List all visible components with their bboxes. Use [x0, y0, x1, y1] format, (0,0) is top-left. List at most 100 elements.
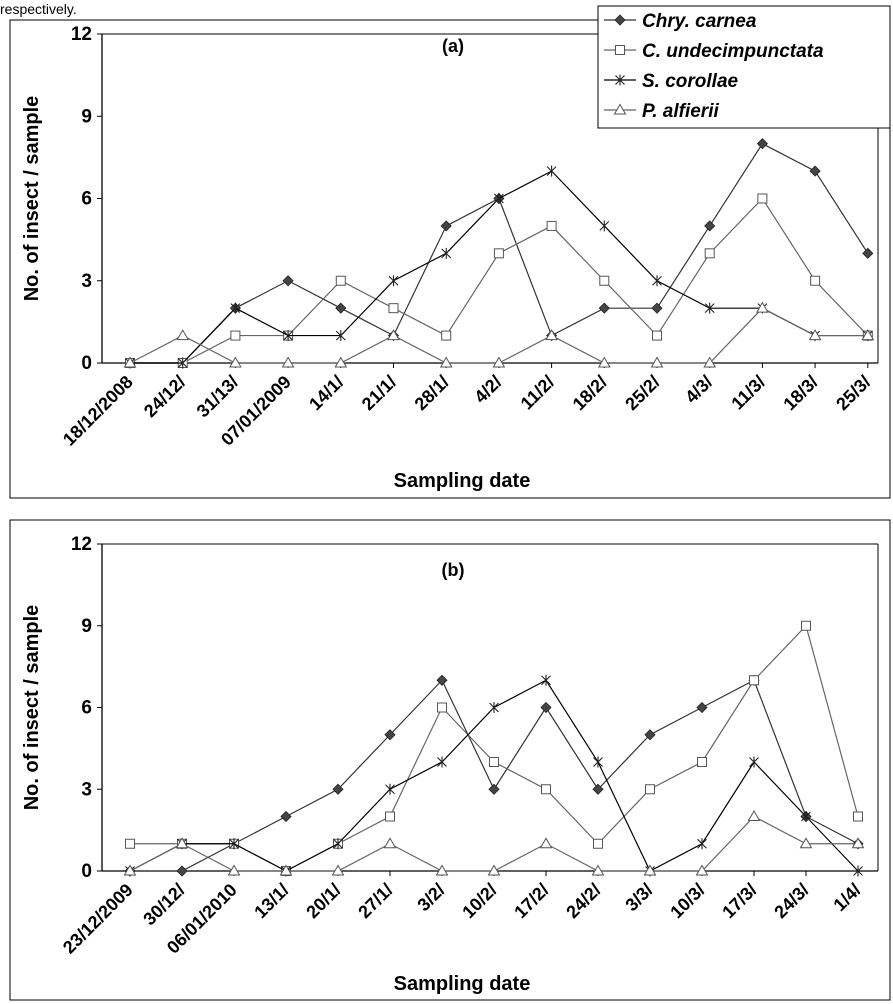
data-point [597, 356, 611, 368]
data-point [862, 247, 874, 259]
data-point [331, 864, 345, 876]
panel-annotation: (b) [442, 560, 465, 580]
data-point [385, 811, 395, 822]
data-point [488, 783, 500, 795]
x-tick-label: 4/3/ [681, 372, 716, 407]
panel-frame [9, 19, 891, 499]
data-point [388, 303, 399, 314]
x-axis-title: Sampling date [394, 470, 531, 492]
data-point [436, 674, 448, 686]
x-tick-label: 30/12/ [139, 880, 189, 930]
data-point [593, 756, 603, 768]
data-point [695, 864, 709, 876]
y-tick-label: 6 [81, 189, 92, 210]
data-point [281, 356, 295, 368]
data-point [435, 864, 449, 876]
data-point [176, 329, 190, 341]
data-point [439, 356, 453, 368]
data-point [801, 811, 811, 822]
y-tick-label: 0 [81, 861, 92, 882]
data-point [283, 330, 293, 342]
data-point [541, 674, 551, 686]
y-tick-label: 6 [81, 698, 92, 719]
legend-label: C. undecimpunctata [642, 41, 824, 62]
legend-box [597, 5, 891, 129]
x-tick-label: 23/12/2009 [59, 880, 137, 958]
data-point [809, 165, 821, 177]
data-point [598, 302, 610, 314]
data-point [177, 357, 188, 369]
data-point [643, 864, 657, 876]
data-point [546, 165, 557, 177]
data-point [492, 356, 506, 368]
x-tick-label: 27/1/ [354, 880, 396, 922]
data-point [591, 864, 605, 876]
x-tick-label: 10/3/ [666, 880, 708, 922]
data-point [335, 275, 346, 286]
data-point [229, 838, 239, 850]
y-axis-title: No. of insect / sample [21, 605, 43, 811]
x-tick-label: 21/1/ [358, 372, 400, 414]
data-point [440, 220, 452, 232]
data-point [489, 757, 499, 767]
y-tick-label: 9 [81, 106, 92, 127]
data-point [810, 275, 821, 286]
data-point [593, 838, 603, 849]
legend-label: S. corollae [642, 71, 739, 92]
x-tick-label: 11/2/ [517, 372, 559, 414]
data-point [599, 275, 610, 286]
x-tick-label: 31/13/ [193, 372, 243, 422]
data-point [229, 356, 242, 368]
data-point [279, 864, 293, 876]
y-tick-label: 3 [81, 779, 92, 800]
data-point [123, 864, 137, 876]
data-point [280, 810, 292, 823]
y-axis-title: No. of insect / sample [21, 96, 43, 302]
x-tick-label: 24/3/ [770, 880, 812, 922]
data-point [489, 702, 499, 713]
x-axis-title: Sampling date [394, 973, 531, 995]
x-tick-label: 18/3/ [779, 372, 821, 414]
series-line [130, 624, 859, 872]
data-point [335, 302, 347, 314]
data-point [437, 756, 447, 768]
data-point [441, 330, 452, 341]
legend-marker [614, 14, 626, 26]
data-point [227, 864, 241, 876]
x-tick-label: 13/1/ [250, 880, 292, 922]
y-tick-label: 12 [71, 24, 92, 45]
data-point [652, 275, 662, 287]
x-tick-label: 14/1/ [305, 372, 347, 414]
data-point [696, 701, 708, 714]
x-tick-label: 20/1/ [302, 880, 344, 922]
data-point [334, 356, 348, 368]
data-point [230, 302, 241, 314]
data-point [801, 620, 811, 631]
series-square [125, 620, 863, 876]
legend-label: Chry. carnea [642, 11, 757, 32]
legend-marker [613, 103, 627, 115]
data-point [493, 248, 504, 259]
data-point [176, 865, 188, 877]
y-tick-label: 0 [81, 353, 92, 374]
x-tick-label: 4/2/ [470, 372, 505, 407]
data-point [650, 356, 664, 368]
x-tick-label: 24/2/ [562, 880, 604, 922]
x-tick-label: 10/2/ [458, 880, 500, 922]
data-point [704, 302, 715, 314]
data-point [704, 248, 715, 259]
x-tick-label: 18/2/ [569, 372, 611, 414]
data-point [384, 729, 396, 741]
data-point [540, 701, 552, 714]
legend-label: P. alfierii [642, 101, 719, 122]
intro-text: respectively. [0, 1, 77, 17]
x-tick-label: 11/3/ [727, 372, 769, 414]
data-point [747, 810, 761, 821]
x-tick-label: 3/2/ [413, 880, 448, 915]
data-point [388, 275, 399, 287]
x-tick-label: 28/1/ [411, 372, 453, 414]
series-triangle [123, 301, 875, 368]
data-point [697, 838, 707, 850]
data-point [756, 138, 768, 150]
